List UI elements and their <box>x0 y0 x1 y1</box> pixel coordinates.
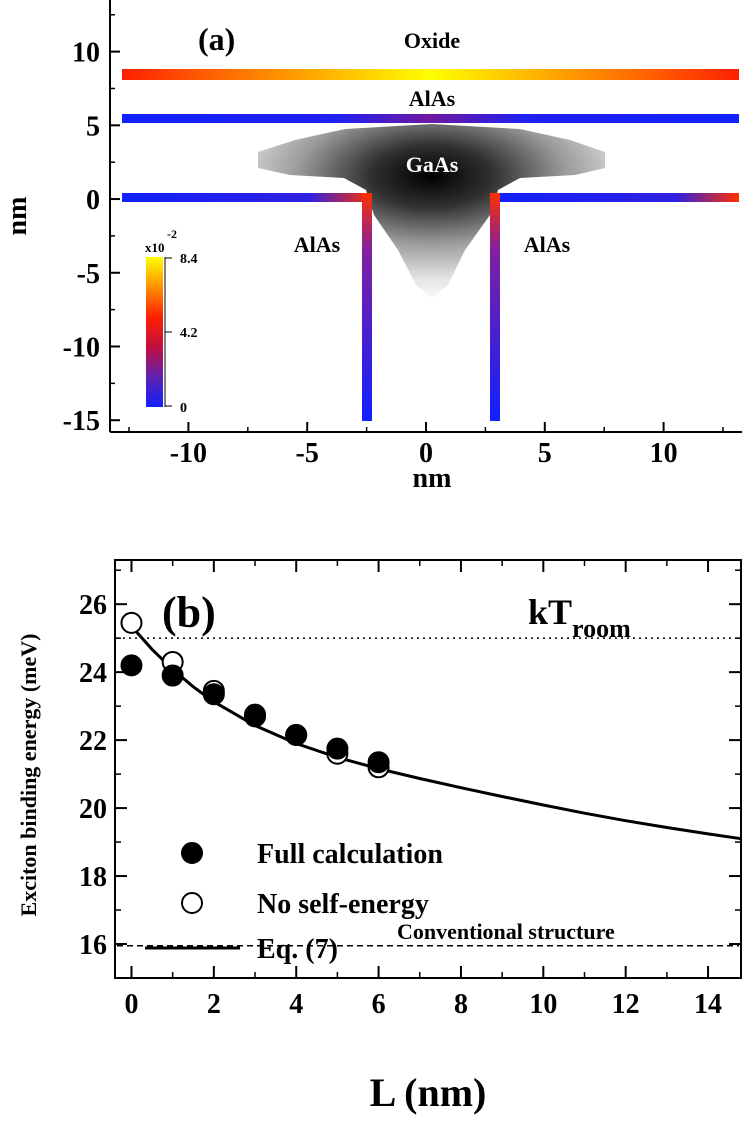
panel-a-ytick-label: -10 <box>63 332 100 363</box>
oxide-label: Oxide <box>404 28 460 53</box>
panel-a-xtick-label: -5 <box>296 438 319 469</box>
gaas-label: GaAs <box>406 152 459 177</box>
alas-left-label: AlAs <box>294 232 341 257</box>
colorbar-multiplier: x10 <box>145 240 165 255</box>
panel-b-ylabel: Exciton binding energy (meV) <box>16 634 41 917</box>
eq7-curve <box>130 625 742 841</box>
alas-right-label: AlAs <box>524 232 571 257</box>
panel-a-label: (a) <box>198 21 235 57</box>
left-wall-band <box>362 193 372 421</box>
legend-label-full-calculation: Full calculation <box>257 839 443 870</box>
panel-a-xlabel: nm <box>413 463 452 494</box>
panel-a-ytick-label: -15 <box>63 406 100 437</box>
panel-a-plot-area <box>122 69 739 421</box>
conventional-structure-label: Conventional structure <box>397 919 615 944</box>
gaas-density-map <box>258 124 605 298</box>
panel-b-ytick-label: 24 <box>79 658 107 689</box>
full-calculation-point <box>161 664 184 687</box>
panel-b-ytick-label: 22 <box>79 726 107 757</box>
panel-b-ytick-label: 18 <box>79 862 107 893</box>
colorbar-exponent: -2 <box>167 227 177 241</box>
alas-bottom-interface-left-band <box>122 193 372 202</box>
full-calculation-point <box>120 654 143 677</box>
legend-marker-no-self-energy <box>181 892 203 914</box>
no-self-energy-point <box>120 611 143 634</box>
panel-a-xtick-label: 5 <box>538 438 552 469</box>
panel-b-series <box>120 611 742 841</box>
full-calculation-point <box>202 683 225 706</box>
legend-label-eq7: Eq. (7) <box>257 934 338 965</box>
panel-b-xtick-label: 4 <box>289 989 303 1020</box>
full-calculation-point <box>367 751 390 774</box>
panel-b-xtick-label: 8 <box>454 989 468 1020</box>
kt-room-label: kTroom <box>528 592 631 643</box>
panel-b-xlabel: L (nm) <box>370 1070 487 1115</box>
colorbar-max-label: 8.4 <box>180 252 198 267</box>
full-calculation-point <box>326 737 349 760</box>
colorbar: x10 -2 8.4 4.2 0 <box>145 227 198 416</box>
panel-a-ylabel: nm <box>2 197 33 236</box>
panel-b-ytick-label: 26 <box>79 590 107 621</box>
panel-b-xtick-label: 6 <box>372 989 386 1020</box>
panel-a-ytick-label: 10 <box>72 38 100 69</box>
panel-a-ytick-label: 0 <box>86 185 100 216</box>
oxide-interface-band <box>122 69 739 80</box>
full-calculation-point <box>244 705 267 728</box>
panel-a-xtick-label: 0 <box>419 438 433 469</box>
panel-a-ticks: -10 -5 0 5 10 10 5 0 -5 -10 -15 <box>63 13 724 469</box>
colorbar-gradient <box>146 257 163 407</box>
legend: Full calculation No self-energy Eq. (7) <box>145 839 443 965</box>
alas-top-interface-band <box>122 114 739 123</box>
alas-bottom-interface-right-band <box>490 193 739 202</box>
legend-label-no-self-energy: No self-energy <box>257 889 429 920</box>
panel-b-xtick-label: 14 <box>694 989 722 1020</box>
alas-top-label: AlAs <box>409 86 456 111</box>
panel-a-xtick-label: -10 <box>170 438 207 469</box>
panel-b-ytick-label: 20 <box>79 794 107 825</box>
panel-b-xtick-label: 0 <box>124 989 138 1020</box>
panel-b-ytick-label: 16 <box>79 930 107 961</box>
panel-b-xtick-label: 12 <box>612 989 640 1020</box>
kt-room-main: kT <box>528 592 572 632</box>
right-wall-band <box>490 193 500 421</box>
panel-b-label: (b) <box>162 588 216 637</box>
colorbar-mid-label: 4.2 <box>180 326 198 341</box>
panel-a-ytick-label: -5 <box>77 259 100 290</box>
panel-b-xtick-label: 2 <box>207 989 221 1020</box>
panel-b-xtick-label: 10 <box>529 989 557 1020</box>
panel-a-ytick-label: 5 <box>86 111 100 142</box>
full-calculation-point <box>285 724 308 747</box>
legend-marker-full-calculation <box>181 842 203 864</box>
kt-room-subscript: room <box>572 614 631 643</box>
panel-a: -10 -5 0 5 10 10 5 0 -5 -10 -15 (a) Oxide AlAs GaA… <box>2 0 742 494</box>
panel-a-xtick-label: 10 <box>650 438 678 469</box>
panel-b-reference-lines <box>117 637 739 947</box>
colorbar-min-label: 0 <box>180 401 187 416</box>
panel-b-frame <box>114 559 742 979</box>
